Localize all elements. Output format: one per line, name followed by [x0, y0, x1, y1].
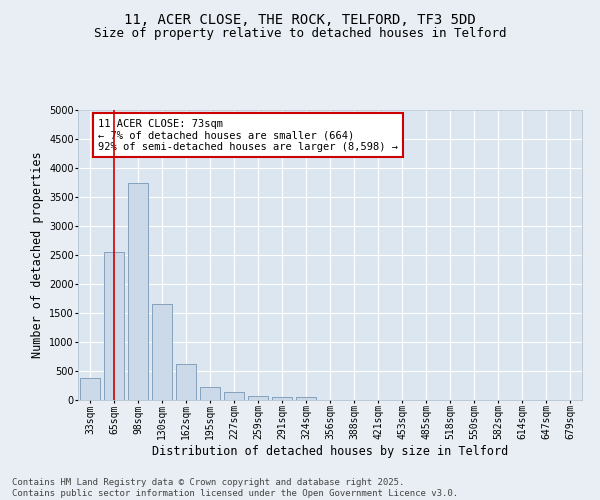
- Bar: [296, 397, 316, 400]
- Y-axis label: Number of detached properties: Number of detached properties: [31, 152, 44, 358]
- Bar: [176, 364, 196, 400]
- Bar: [104, 252, 124, 400]
- Bar: [248, 396, 268, 400]
- Text: 11, ACER CLOSE, THE ROCK, TELFORD, TF3 5DD: 11, ACER CLOSE, THE ROCK, TELFORD, TF3 5…: [124, 12, 476, 26]
- Bar: [200, 387, 220, 400]
- Text: Contains HM Land Registry data © Crown copyright and database right 2025.
Contai: Contains HM Land Registry data © Crown c…: [12, 478, 458, 498]
- Text: Size of property relative to detached houses in Telford: Size of property relative to detached ho…: [94, 28, 506, 40]
- Bar: [152, 304, 172, 400]
- X-axis label: Distribution of detached houses by size in Telford: Distribution of detached houses by size …: [152, 445, 508, 458]
- Bar: [128, 182, 148, 400]
- Bar: [224, 392, 244, 400]
- Text: 11 ACER CLOSE: 73sqm
← 7% of detached houses are smaller (664)
92% of semi-detac: 11 ACER CLOSE: 73sqm ← 7% of detached ho…: [98, 118, 398, 152]
- Bar: [272, 397, 292, 400]
- Bar: [80, 378, 100, 400]
